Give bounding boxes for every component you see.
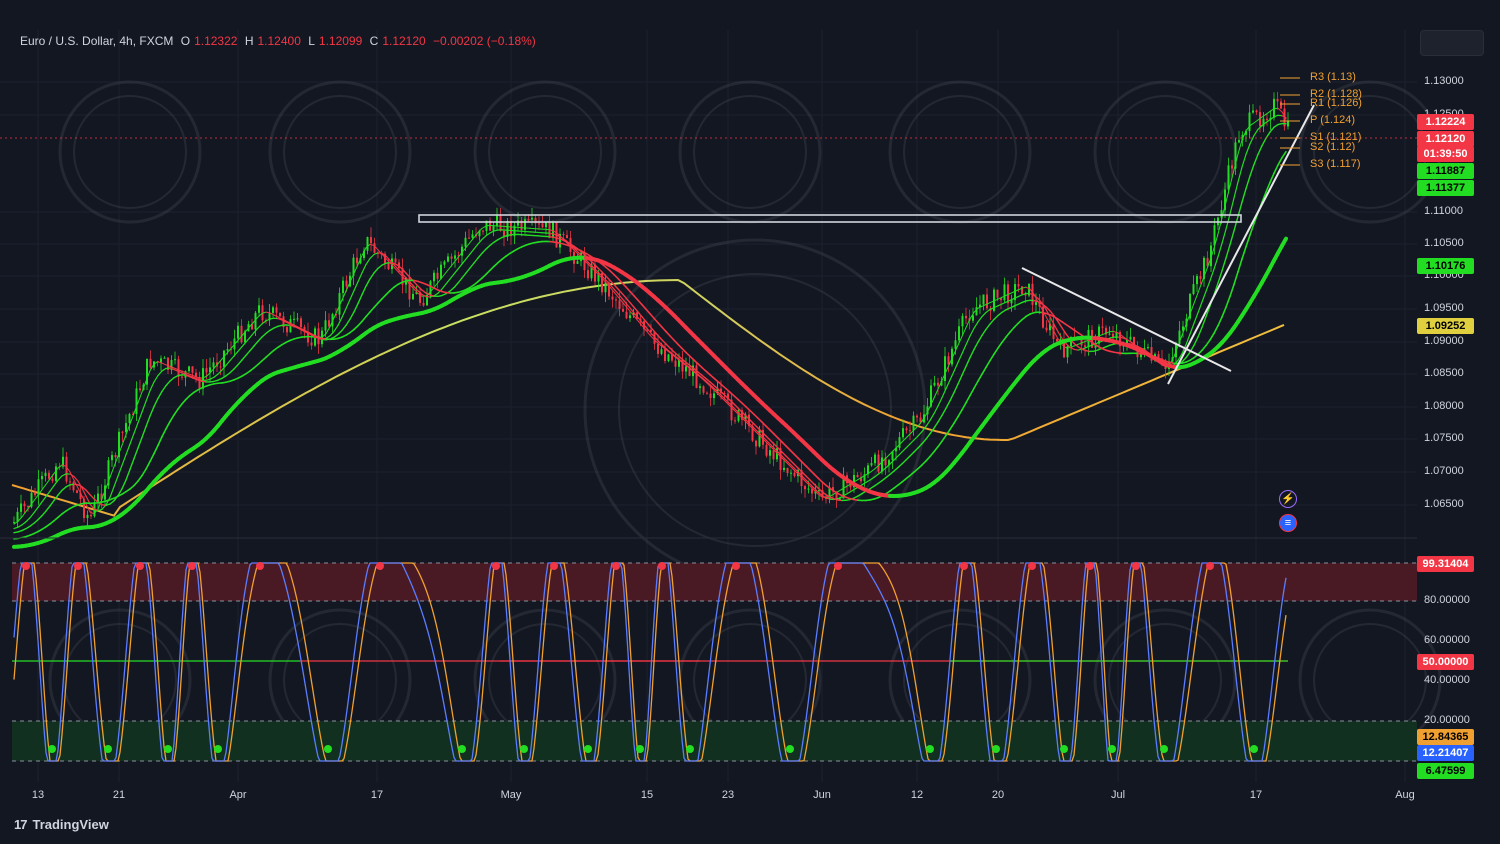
oscillator-badge: 12.21407 [1417,745,1474,761]
oscillator-tick-label: 40.00000 [1424,674,1470,686]
oscillator-badge: 99.31404 [1417,556,1474,572]
lightning-icon[interactable]: ⚡ [1279,490,1297,508]
us-flag-icon[interactable]: ≡ [1279,514,1297,532]
time-tick-label: 20 [991,789,1005,801]
high-value: 1.12400 [257,34,301,48]
price-tick-label: 1.09000 [1424,335,1464,347]
price-tick-label: 1.08500 [1424,367,1464,379]
slow-moving-average [11,278,1285,517]
pivot-label: R2 (1.128) [1310,88,1362,100]
oscillator-tick-label: 80.00000 [1424,594,1470,606]
open-value: 1.12322 [194,34,238,48]
price-tick-label: 1.07500 [1424,432,1464,444]
time-tick-label: 12 [910,789,924,801]
price-tick-label: 1.13000 [1424,75,1464,87]
close-label: C [369,34,379,48]
time-tick-label: 15 [640,789,654,801]
symbol-name: Euro / U.S. Dollar, 4h, FXCM [20,34,174,48]
price-badge: 1.11887 [1417,163,1474,179]
oscillator-tick-label: 60.00000 [1424,634,1470,646]
time-tick-label: Jul [1110,789,1126,801]
time-tick-label: Jun [813,789,831,801]
time-tick-label: Apr [229,789,247,801]
candlesticks [13,91,1289,528]
oscillator-tick-label: 20.00000 [1424,714,1470,726]
brand-name: TradingView [32,817,109,832]
resistance-zone-box[interactable] [418,214,1242,223]
time-tick-label: May [500,789,522,801]
price-badge: 1.10176 [1417,258,1474,274]
top-right-control[interactable] [1420,30,1484,56]
time-tick-label: 21 [112,789,126,801]
uptrend-line[interactable] [1167,104,1315,385]
pivot-label: S2 (1.12) [1310,141,1356,153]
change-value: −0.00202 (−0.18%) [433,34,536,48]
tradingview-brand[interactable]: 17 TradingView [14,817,109,832]
pivot-label: R3 (1.13) [1310,71,1356,83]
pivot-label: S1 (1.121) [1310,131,1362,143]
price-tick-label: 1.07000 [1424,465,1464,477]
price-tick-label: 1.06500 [1424,498,1464,510]
chart-grid [0,30,1417,782]
price-badge: 01:39:50 [1417,146,1474,162]
pivot-label: P (1.124) [1310,114,1356,126]
low-value: 1.12099 [318,34,363,48]
price-tick-label: 1.11000 [1424,205,1463,217]
time-tick-label: 23 [721,789,735,801]
oscillator-badge: 12.84365 [1417,729,1474,745]
tradingview-logo-icon: 17 [14,817,28,832]
ma-ribbon [12,107,1288,549]
price-badge: 1.12224 [1417,114,1474,130]
time-tick-label: 17 [1249,789,1263,801]
stochastic-oscillator [12,562,1417,762]
time-tick-label: 17 [370,789,384,801]
pivot-label: R1 (1.126) [1310,97,1362,109]
price-badge: 1.11377 [1417,180,1474,196]
time-tick-label: 13 [31,789,45,801]
drawings[interactable] [0,104,1417,385]
price-badge: 1.12120 [1417,131,1474,147]
high-label: H [244,34,254,48]
open-label: O [180,34,191,48]
price-badge: 1.09252 [1417,318,1474,334]
time-tick-label: Aug [1395,789,1415,801]
price-tick-label: 1.08000 [1424,400,1464,412]
downtrend-line[interactable] [1021,267,1232,372]
close-value: 1.12120 [382,34,426,48]
oscillator-badge: 6.47599 [1417,763,1474,779]
price-tick-label: 1.10500 [1424,237,1464,249]
pivot-label: S3 (1.117) [1310,158,1361,170]
price-tick-label: 1.09500 [1424,302,1464,314]
pivot-level-lines [1280,77,1300,166]
low-label: L [308,34,315,48]
oscillator-badge: 50.00000 [1417,654,1474,670]
